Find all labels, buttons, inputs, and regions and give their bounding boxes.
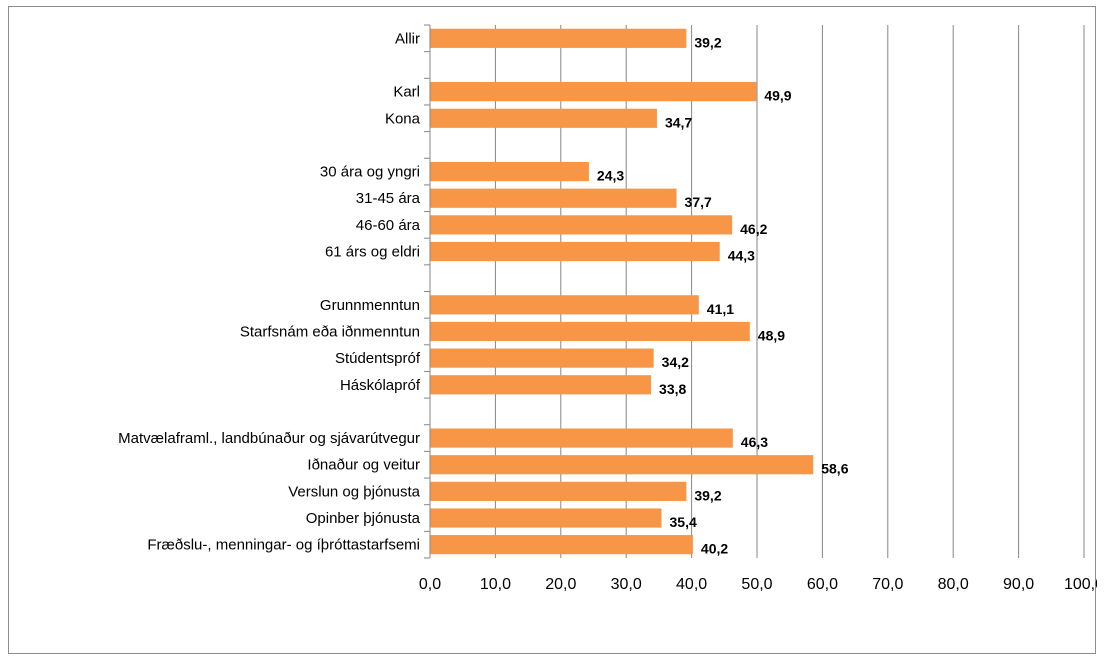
value-label: 46,3 xyxy=(741,434,768,450)
bar xyxy=(430,241,720,262)
value-label: 37,7 xyxy=(685,194,712,210)
category-label: Iðnaður og veitur xyxy=(307,457,420,474)
value-label: 34,2 xyxy=(662,354,689,370)
bar xyxy=(430,508,662,528)
bar xyxy=(430,481,687,501)
x-tick-label: 30,0 xyxy=(611,576,642,593)
category-label: Matvælaframl., landbúnaður og sjávarútve… xyxy=(118,430,420,447)
category-label: Karl xyxy=(393,84,420,101)
x-tick-label: 70,0 xyxy=(872,576,903,593)
value-label: 34,7 xyxy=(665,114,692,130)
bar xyxy=(430,295,699,315)
value-label: 41,1 xyxy=(707,301,734,317)
bar xyxy=(430,455,814,475)
x-tick-label: 40,0 xyxy=(676,576,707,593)
category-label: Verslun og þjónusta xyxy=(288,483,420,500)
labels: 0,0 10,0 20,0 30,0 40,0 50,0 60,0 70,0 80,0 90,0 1… xyxy=(118,30,1097,593)
x-tick-label: 100,0 xyxy=(1064,576,1097,593)
chart-frame: 0,0 10,0 20,0 30,0 40,0 50,0 60,0 70,0 80,0 90,0 1… xyxy=(8,6,1097,654)
y-axis xyxy=(424,24,431,559)
bar xyxy=(430,348,654,368)
gridlines xyxy=(494,25,1085,558)
category-label: Stúdentspróf xyxy=(335,350,421,367)
x-tick-label: 0,0 xyxy=(419,576,441,593)
bar xyxy=(430,428,733,448)
category-label: 61 árs og eldri xyxy=(325,244,420,261)
category-label: Opinber þjónusta xyxy=(306,510,421,527)
bar xyxy=(430,321,750,342)
x-tick-label: 20,0 xyxy=(545,576,576,593)
category-label: 30 ára og yngri xyxy=(320,164,420,181)
category-label: 46-60 ára xyxy=(356,217,421,234)
value-label: 24,3 xyxy=(597,168,624,184)
category-label: Grunnmenntun xyxy=(320,297,420,314)
category-label: Háskólapróf xyxy=(340,377,421,394)
value-label: 58,6 xyxy=(821,461,848,477)
category-label: Kona xyxy=(385,110,421,127)
value-label: 35,4 xyxy=(670,514,697,530)
bar-chart: 0,0 10,0 20,0 30,0 40,0 50,0 60,0 70,0 80,0 90,0 1… xyxy=(118,24,1097,593)
bar xyxy=(430,535,693,555)
category-label: 31-45 ára xyxy=(356,190,421,207)
value-label: 46,2 xyxy=(740,221,767,237)
x-tick-label: 90,0 xyxy=(1003,576,1034,593)
bar xyxy=(430,108,657,128)
bar xyxy=(430,161,589,182)
x-tick-label: 50,0 xyxy=(741,576,772,593)
bar xyxy=(430,28,687,48)
value-label: 49,9 xyxy=(764,88,791,104)
bar xyxy=(430,375,652,395)
x-tick-label: 10,0 xyxy=(480,576,511,593)
bar xyxy=(430,215,733,235)
value-label: 48,9 xyxy=(758,327,785,343)
bar xyxy=(430,82,757,102)
category-label: Starfsnám eða iðnmenntun xyxy=(240,323,420,340)
x-tick-label: 60,0 xyxy=(807,576,838,593)
value-label: 40,2 xyxy=(701,541,728,557)
bar xyxy=(430,188,677,208)
category-label: Fræðslu-, menningar- og íþróttastarfsemi xyxy=(147,537,420,554)
value-label: 39,2 xyxy=(694,487,721,503)
category-label: Allir xyxy=(395,30,420,47)
value-label: 33,8 xyxy=(659,381,686,397)
bars xyxy=(430,28,814,555)
x-tick-label: 80,0 xyxy=(938,576,969,593)
value-label: 39,2 xyxy=(694,34,721,50)
value-label: 44,3 xyxy=(728,248,755,264)
